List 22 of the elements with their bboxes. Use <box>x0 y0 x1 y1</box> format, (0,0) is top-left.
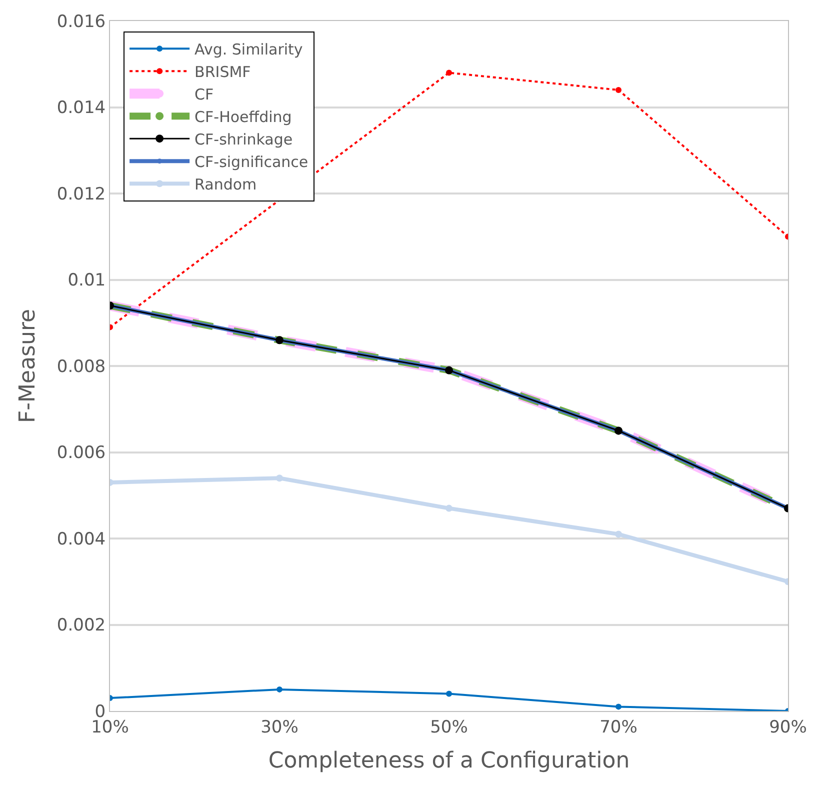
x-tick-label: 50% <box>430 717 468 738</box>
x-tick-label: 30% <box>260 717 298 738</box>
x-tick-label: 70% <box>600 717 638 738</box>
legend-label: BRISMF <box>194 62 251 81</box>
y-tick-label: 0.004 <box>56 529 106 550</box>
legend-label: CF-Hoeffding <box>194 108 292 126</box>
y-tick-label: 0.014 <box>56 98 106 118</box>
x-axis-title: Completeness of a Configuration <box>268 748 630 774</box>
y-tick-label: 0.006 <box>56 443 106 464</box>
y-tick-label: 0.01 <box>68 270 106 291</box>
legend-label: CF-significance <box>194 152 308 171</box>
legend-label: Random <box>194 175 257 194</box>
legend-label: Avg. Similarity <box>194 40 303 58</box>
legend-label: CF-shrinkage <box>194 130 293 148</box>
y-tick-label: 0.012 <box>56 184 106 204</box>
x-tick-label: 10% <box>91 717 129 738</box>
y-axis-title: F-Measure <box>16 308 41 424</box>
y-tick-label: 0.016 <box>56 12 106 32</box>
y-tick-label: 0.002 <box>56 616 106 636</box>
y-tick-label: 0.008 <box>56 356 106 377</box>
x-tick-label: 90% <box>769 717 807 738</box>
legend-label: CF <box>194 85 214 104</box>
